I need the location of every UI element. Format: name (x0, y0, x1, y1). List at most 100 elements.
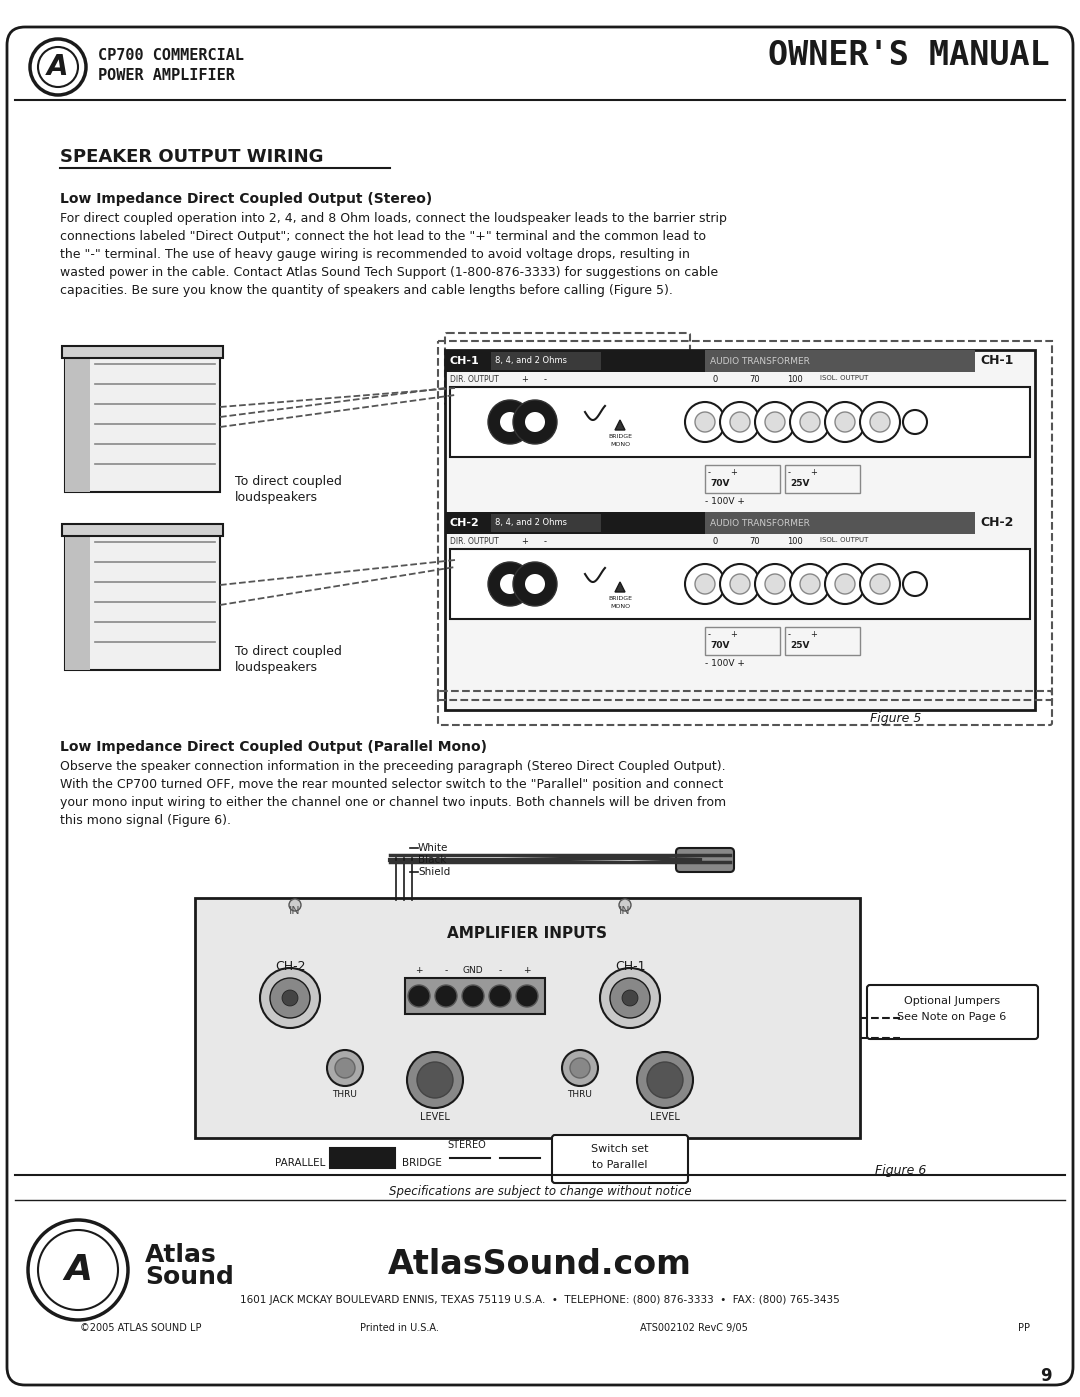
Text: White: White (418, 842, 448, 854)
Text: +: + (730, 630, 737, 638)
Circle shape (513, 400, 557, 444)
Text: DIR. OUTPUT: DIR. OUTPUT (450, 536, 499, 546)
Text: MONO: MONO (610, 604, 630, 609)
Text: Optional Jumpers: Optional Jumpers (904, 996, 1000, 1006)
FancyBboxPatch shape (676, 848, 734, 872)
Bar (405, 978, 545, 1014)
Text: +: + (810, 630, 816, 638)
Circle shape (720, 402, 760, 441)
Circle shape (755, 564, 795, 604)
Text: 100: 100 (787, 536, 802, 546)
Text: -: - (788, 468, 791, 476)
Text: -: - (708, 630, 711, 638)
Circle shape (525, 412, 545, 432)
Text: THRU: THRU (568, 1090, 593, 1099)
Circle shape (647, 1062, 683, 1098)
Circle shape (570, 1058, 590, 1078)
Bar (65, 529, 90, 671)
Text: -: - (498, 965, 501, 975)
Text: GND: GND (462, 965, 484, 975)
Text: 100: 100 (787, 374, 802, 384)
Text: Low Impedance Direct Coupled Output (Parallel Mono): Low Impedance Direct Coupled Output (Par… (60, 740, 487, 754)
Text: to Parallel: to Parallel (592, 1160, 648, 1171)
Circle shape (860, 402, 900, 441)
Circle shape (327, 1051, 363, 1085)
Circle shape (800, 412, 820, 432)
Circle shape (407, 1052, 463, 1108)
Circle shape (562, 1051, 598, 1085)
Text: LEVEL: LEVEL (650, 1112, 680, 1122)
Text: 25V: 25V (789, 479, 810, 488)
Text: Atlas: Atlas (145, 1243, 217, 1267)
Circle shape (435, 985, 457, 1007)
Circle shape (513, 562, 557, 606)
Text: loudspeakers: loudspeakers (235, 661, 318, 673)
Circle shape (765, 574, 785, 594)
Bar (785, 465, 860, 493)
Bar (445, 351, 1035, 710)
Text: Black: Black (418, 855, 446, 865)
Text: BRIDGE: BRIDGE (608, 434, 632, 439)
Text: ATS002102 RevC 9/05: ATS002102 RevC 9/05 (640, 1323, 747, 1333)
Circle shape (720, 564, 760, 604)
Bar (445, 511, 705, 534)
Circle shape (489, 985, 511, 1007)
Bar (705, 351, 975, 372)
Circle shape (903, 571, 927, 597)
Text: -: - (543, 536, 546, 546)
Bar (450, 387, 1030, 457)
Circle shape (870, 412, 890, 432)
Circle shape (282, 990, 298, 1006)
Bar (330, 1148, 395, 1168)
Circle shape (622, 990, 638, 1006)
Text: A: A (48, 53, 69, 81)
Bar (445, 351, 705, 372)
Text: LEVEL: LEVEL (420, 1112, 450, 1122)
Circle shape (600, 968, 660, 1028)
Text: AMPLIFIER INPUTS: AMPLIFIER INPUTS (447, 926, 607, 942)
Circle shape (619, 900, 631, 911)
Circle shape (789, 402, 831, 441)
Text: +: + (730, 468, 737, 476)
Text: To direct coupled: To direct coupled (235, 475, 342, 488)
Text: CH-2: CH-2 (274, 960, 306, 972)
Circle shape (525, 574, 545, 594)
Text: capacities. Be sure you know the quantity of speakers and cable lengths before c: capacities. Be sure you know the quantit… (60, 284, 673, 298)
Text: connections labeled "Direct Output"; connect the hot lead to the "+" terminal an: connections labeled "Direct Output"; con… (60, 231, 706, 243)
Text: CH-1: CH-1 (450, 356, 480, 366)
Circle shape (488, 400, 532, 444)
Text: Shield: Shield (418, 868, 450, 877)
Circle shape (270, 978, 310, 1018)
Text: Figure 6: Figure 6 (875, 1164, 927, 1178)
Text: Specifications are subject to change without notice: Specifications are subject to change wit… (389, 1185, 691, 1199)
Bar (785, 627, 860, 655)
Bar (450, 549, 1030, 619)
Text: 70V: 70V (710, 479, 729, 488)
Text: AUDIO TRANSFORMER: AUDIO TRANSFORMER (710, 356, 810, 366)
Circle shape (516, 985, 538, 1007)
Text: CH-1: CH-1 (615, 960, 645, 972)
Text: IN: IN (289, 907, 301, 916)
Circle shape (789, 564, 831, 604)
Text: CP700 COMMERCIAL: CP700 COMMERCIAL (98, 47, 244, 63)
Text: THRU: THRU (333, 1090, 357, 1099)
Text: the "-" terminal. The use of heavy gauge wiring is recommended to avoid voltage : the "-" terminal. The use of heavy gauge… (60, 249, 690, 261)
Circle shape (408, 985, 430, 1007)
Circle shape (488, 562, 532, 606)
Circle shape (500, 412, 519, 432)
Text: CH-2: CH-2 (980, 517, 1013, 529)
Text: MONO: MONO (610, 441, 630, 447)
Text: ISOL. OUTPUT: ISOL. OUTPUT (820, 536, 868, 543)
Text: +: + (810, 468, 816, 476)
Text: 70V: 70V (710, 641, 729, 650)
Text: See Note on Page 6: See Note on Page 6 (897, 1011, 1007, 1023)
Text: A: A (64, 1253, 92, 1287)
Circle shape (335, 1058, 355, 1078)
Bar (195, 898, 860, 1139)
Text: - 100V +: - 100V + (705, 497, 745, 506)
Text: +: + (523, 965, 530, 975)
Circle shape (696, 412, 715, 432)
Text: 0: 0 (713, 536, 717, 546)
Text: Observe the speaker connection information in the preceeding paragraph (Stereo D: Observe the speaker connection informati… (60, 760, 726, 773)
Polygon shape (615, 583, 625, 592)
